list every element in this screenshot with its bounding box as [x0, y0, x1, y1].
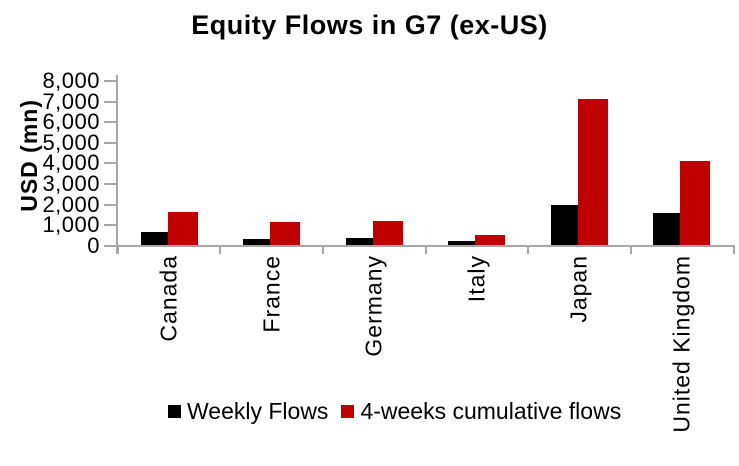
x-tick-mark-6 [732, 246, 735, 254]
y-tick-label-4000: 4,000 [42, 150, 100, 176]
legend-entry-weekly-flows: Weekly Flows [168, 398, 328, 425]
bar-group-canada [118, 80, 221, 245]
x-category-cell-japan: Japan [528, 255, 631, 463]
x-tick-mark-3 [424, 246, 427, 254]
bar-weekly-flows-france [243, 239, 271, 245]
bar-group-france [221, 80, 324, 245]
y-tick-mark-1000 [104, 224, 117, 227]
x-axis-line [104, 245, 735, 247]
y-tick-mark-8000 [104, 80, 117, 82]
y-tick-mark-2000 [104, 203, 117, 206]
x-category-label-united-kingdom: United Kingdom [668, 255, 695, 433]
bar-4-weeks-cumulative-flows-germany [372, 221, 403, 245]
bar-4-weeks-cumulative-flows-united-kingdom [680, 161, 711, 245]
y-tick-mark-5000 [104, 141, 117, 144]
bar-group-japan [528, 80, 631, 245]
bar-weekly-flows-canada [140, 232, 168, 245]
bar-4-weeks-cumulative-flows-japan [577, 99, 608, 245]
bar-group-germany [323, 80, 426, 245]
x-tick-mark-0 [116, 246, 119, 254]
y-tick-label-2000: 2,000 [42, 191, 100, 217]
x-category-cell-italy: Italy [426, 255, 529, 463]
x-category-label-germany: Germany [360, 255, 387, 357]
bar-group-italy [426, 80, 529, 245]
y-tick-mark-6000 [104, 121, 117, 124]
bar-4-weeks-cumulative-flows-italy [475, 235, 506, 245]
x-axis-category-labels: Canada France Germany Italy Japan United King… [118, 255, 733, 463]
y-tick-label-6000: 6,000 [42, 109, 100, 135]
y-axis-line [116, 75, 118, 254]
x-category-label-canada: Canada [155, 255, 182, 342]
plot-area [118, 80, 733, 245]
y-tick-mark-3000 [104, 182, 117, 185]
y-tick-label-3000: 3,000 [42, 170, 100, 196]
x-category-label-japan: Japan [565, 255, 592, 323]
bar-4-weeks-cumulative-flows-canada [167, 212, 198, 245]
bar-group-united-kingdom [631, 80, 734, 245]
x-category-cell-germany: Germany [323, 255, 426, 463]
x-category-cell-united-kingdom: United Kingdom [631, 255, 734, 463]
x-tick-mark-4 [527, 246, 530, 254]
legend-swatch-weekly-flows [168, 405, 181, 418]
chart-title: Equity Flows in G7 (ex-US) [191, 10, 548, 40]
x-category-label-italy: Italy [463, 255, 490, 303]
bar-weekly-flows-germany [345, 238, 373, 245]
x-tick-mark-5 [629, 246, 632, 254]
bar-weekly-flows-japan [550, 205, 578, 245]
x-tick-mark-2 [321, 246, 324, 254]
y-tick-mark-4000 [104, 162, 117, 165]
legend-entry-cumulative-flows: 4-weeks cumulative flows [341, 398, 621, 425]
x-category-cell-canada: Canada [118, 255, 221, 463]
bar-weekly-flows-united-kingdom [653, 213, 681, 245]
y-tick-label-8000: 8,000 [42, 68, 100, 93]
x-category-cell-france: France [221, 255, 324, 463]
y-tick-label-0: 0 [87, 232, 100, 258]
y-tick-label-5000: 5,000 [42, 129, 100, 155]
bar-4-weeks-cumulative-flows-france [270, 222, 301, 245]
legend-swatch-cumulative-flows [341, 405, 355, 418]
legend-label-weekly-flows: Weekly Flows [187, 398, 329, 424]
y-tick-label-1000: 1,000 [42, 212, 100, 238]
y-tick-label-7000: 7,000 [42, 88, 100, 114]
y-tick-mark-7000 [104, 100, 117, 103]
legend: Weekly Flows 4-weeks cumulative flows [168, 398, 621, 425]
legend-label-cumulative-flows: 4-weeks cumulative flows [360, 398, 622, 424]
bar-weekly-flows-italy [448, 241, 476, 245]
x-tick-mark-1 [219, 246, 222, 254]
x-category-label-france: France [258, 255, 285, 333]
